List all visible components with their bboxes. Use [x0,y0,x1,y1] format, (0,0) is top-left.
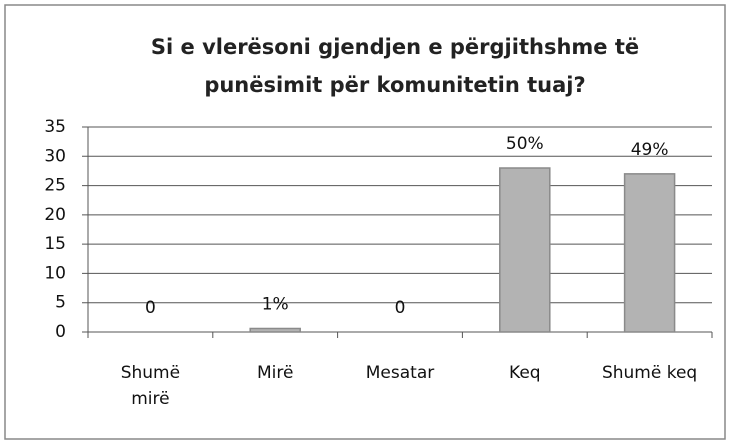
y-tick-label: 5 [55,293,66,313]
data-label: 0 [145,298,156,318]
data-label: 50% [506,134,544,154]
chart-border [4,4,726,440]
y-tick-label: 0 [55,322,66,342]
chart-title: Si e vlerësoni gjendjen e përgjithshme t… [150,35,640,97]
bar [249,327,301,333]
x-tick-label: Mirë [256,363,294,383]
data-label: 1% [262,294,289,314]
y-tick-label: 30 [44,146,66,166]
y-tick-label: 25 [44,176,66,196]
x-tick-label: Shumë keq [601,363,698,383]
x-tick-label: Shumë mirë [120,363,181,409]
bar [499,167,551,333]
y-tick-label: 10 [44,263,66,283]
data-label: 0 [395,298,406,318]
y-tick-label: 20 [44,205,66,225]
y-tick-label: 15 [44,234,66,254]
data-label: 49% [631,140,669,160]
x-tick-label: Keq [509,363,541,383]
y-tick-label: 35 [44,117,66,137]
bar [623,173,676,333]
x-tick-label: Mesatar [365,363,435,383]
